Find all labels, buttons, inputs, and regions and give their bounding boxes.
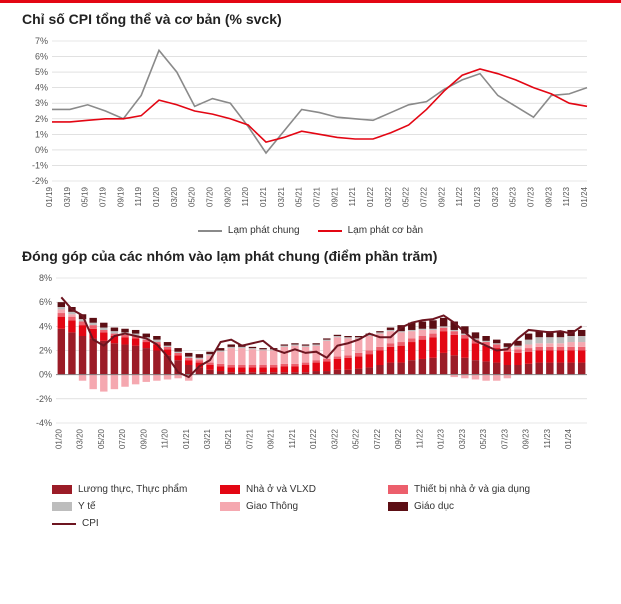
- chart2-legend: Lương thực, Thực phẩm Nhà ở và VLXD Thiết …: [22, 484, 599, 529]
- svg-text:07/21: 07/21: [245, 428, 254, 449]
- svg-text:11/22: 11/22: [455, 186, 464, 206]
- svg-text:07/20: 07/20: [118, 428, 127, 449]
- svg-text:01/21: 01/21: [182, 428, 191, 449]
- legend-item: Lạm phát chung: [198, 225, 300, 236]
- svg-text:03/23: 03/23: [458, 428, 467, 449]
- svg-text:-2%: -2%: [36, 394, 52, 404]
- svg-text:09/22: 09/22: [394, 428, 403, 449]
- svg-text:-4%: -4%: [36, 418, 52, 428]
- svg-text:05/20: 05/20: [188, 186, 197, 207]
- svg-text:11/22: 11/22: [415, 428, 424, 448]
- svg-text:05/22: 05/22: [352, 428, 361, 449]
- svg-text:11/23: 11/23: [543, 428, 552, 448]
- svg-text:03/22: 03/22: [384, 186, 393, 207]
- svg-text:8%: 8%: [39, 273, 52, 283]
- svg-text:03/23: 03/23: [491, 186, 500, 207]
- svg-text:09/21: 09/21: [330, 186, 339, 207]
- chart2-svg: -4% -2% 0% 2% 4% 6% 8% 01/20 03/20 05/20 07/20 09/2…: [22, 268, 592, 478]
- svg-text:01/19: 01/19: [45, 186, 54, 207]
- svg-text:05/19: 05/19: [81, 186, 90, 207]
- chart1-svg: -2% -1% 0% 1% 2% 3% 4% 5% 6% 7% 01/19 03/19 05/19 07/…: [22, 31, 592, 221]
- svg-text:11/20: 11/20: [161, 428, 170, 448]
- svg-text:09/22: 09/22: [437, 186, 446, 207]
- svg-text:01/21: 01/21: [259, 186, 268, 207]
- svg-text:01/20: 01/20: [152, 186, 161, 207]
- svg-text:07/22: 07/22: [373, 428, 382, 449]
- legend-item: Giáo dục: [388, 501, 538, 512]
- svg-text:7%: 7%: [35, 36, 48, 46]
- svg-text:05/23: 05/23: [479, 428, 488, 449]
- svg-text:01/20: 01/20: [54, 428, 63, 449]
- legend-item: Y tế: [52, 501, 202, 512]
- svg-text:2%: 2%: [35, 114, 48, 124]
- svg-text:01/23: 01/23: [473, 186, 482, 207]
- svg-text:11/19: 11/19: [134, 186, 143, 206]
- svg-text:03/22: 03/22: [330, 428, 339, 449]
- svg-text:11/21: 11/21: [288, 428, 297, 448]
- legend-item: Lạm phát cơ bản: [318, 225, 424, 236]
- chart1-container: -2% -1% 0% 1% 2% 3% 4% 5% 6% 7% 01/19 03/19 05/19 07/…: [22, 31, 599, 221]
- svg-text:1%: 1%: [35, 129, 48, 139]
- svg-text:09/21: 09/21: [267, 428, 276, 449]
- svg-text:0%: 0%: [39, 370, 52, 380]
- chart2-container: -4% -2% 0% 2% 4% 6% 8% 01/20 03/20 05/20 07/20 09/2…: [22, 268, 599, 478]
- svg-text:03/21: 03/21: [277, 186, 286, 207]
- svg-text:4%: 4%: [35, 83, 48, 93]
- svg-text:6%: 6%: [35, 52, 48, 62]
- svg-text:2%: 2%: [39, 346, 52, 356]
- svg-text:03/20: 03/20: [76, 428, 85, 449]
- svg-text:01/23: 01/23: [437, 428, 446, 449]
- svg-text:05/20: 05/20: [97, 428, 106, 449]
- svg-text:09/23: 09/23: [522, 428, 531, 449]
- svg-text:07/21: 07/21: [313, 186, 322, 207]
- svg-text:01/22: 01/22: [309, 428, 318, 449]
- svg-text:5%: 5%: [35, 67, 48, 77]
- svg-text:01/24: 01/24: [564, 428, 573, 449]
- svg-text:3%: 3%: [35, 98, 48, 108]
- svg-text:09/19: 09/19: [116, 186, 125, 207]
- svg-text:11/20: 11/20: [241, 186, 250, 206]
- chart1-title: Chỉ số CPI tổng thể và cơ bản (% svck): [22, 11, 599, 27]
- svg-text:4%: 4%: [39, 321, 52, 331]
- legend-item: Giao Thông: [220, 501, 370, 512]
- legend-item: CPI: [52, 518, 202, 529]
- chart1-legend: Lạm phát chung Lạm phát cơ bản: [22, 225, 599, 236]
- svg-text:0%: 0%: [35, 145, 48, 155]
- legend-item: Nhà ở và VLXD: [220, 484, 370, 495]
- svg-text:09/20: 09/20: [223, 186, 232, 207]
- legend-item: Thiết bị nhà ở và gia dụng: [388, 484, 538, 495]
- legend-item: Lương thực, Thực phẩm: [52, 484, 202, 495]
- svg-text:-1%: -1%: [32, 160, 48, 170]
- svg-text:11/21: 11/21: [348, 186, 357, 206]
- svg-text:07/20: 07/20: [206, 186, 215, 207]
- svg-text:03/21: 03/21: [203, 428, 212, 449]
- chart2-title: Đóng góp của các nhóm vào lạm phát chung…: [22, 248, 599, 264]
- svg-text:01/24: 01/24: [580, 186, 589, 207]
- svg-text:01/22: 01/22: [366, 186, 375, 207]
- svg-text:03/20: 03/20: [170, 186, 179, 207]
- svg-text:07/23: 07/23: [527, 186, 536, 207]
- svg-text:07/23: 07/23: [500, 428, 509, 449]
- svg-text:05/22: 05/22: [402, 186, 411, 207]
- svg-text:05/21: 05/21: [295, 186, 304, 207]
- svg-text:07/22: 07/22: [420, 186, 429, 207]
- svg-text:11/23: 11/23: [562, 186, 571, 206]
- svg-text:09/23: 09/23: [544, 186, 553, 207]
- svg-text:09/20: 09/20: [139, 428, 148, 449]
- svg-text:05/21: 05/21: [224, 428, 233, 449]
- svg-text:03/19: 03/19: [63, 186, 72, 207]
- svg-text:07/19: 07/19: [99, 186, 108, 207]
- svg-text:05/23: 05/23: [509, 186, 518, 207]
- svg-text:-2%: -2%: [32, 176, 48, 186]
- svg-text:6%: 6%: [39, 297, 52, 307]
